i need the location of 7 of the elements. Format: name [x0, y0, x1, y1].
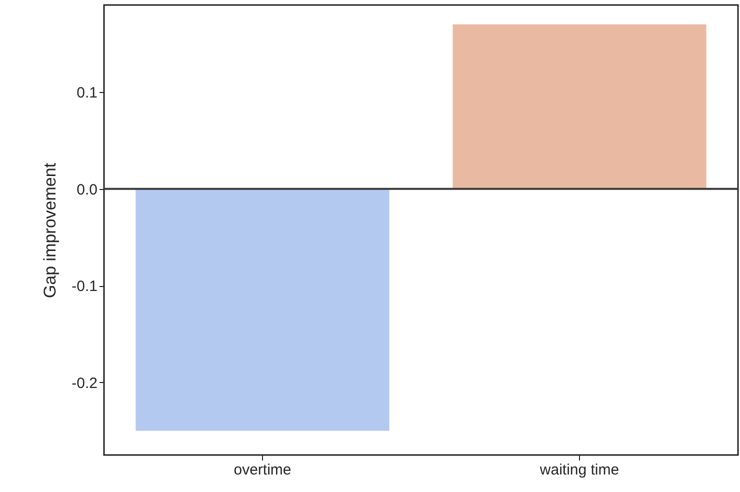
x-tick-label: waiting time — [538, 462, 620, 478]
y-axis-title: Gap improvement — [40, 162, 60, 298]
y-tick-label: 0.1 — [76, 84, 98, 102]
y-tick-label: -0.1 — [72, 278, 98, 296]
y-tick-label: -0.2 — [72, 374, 98, 392]
x-tick-label: overtime — [234, 462, 292, 478]
y-tick-label: 0.0 — [76, 181, 98, 198]
